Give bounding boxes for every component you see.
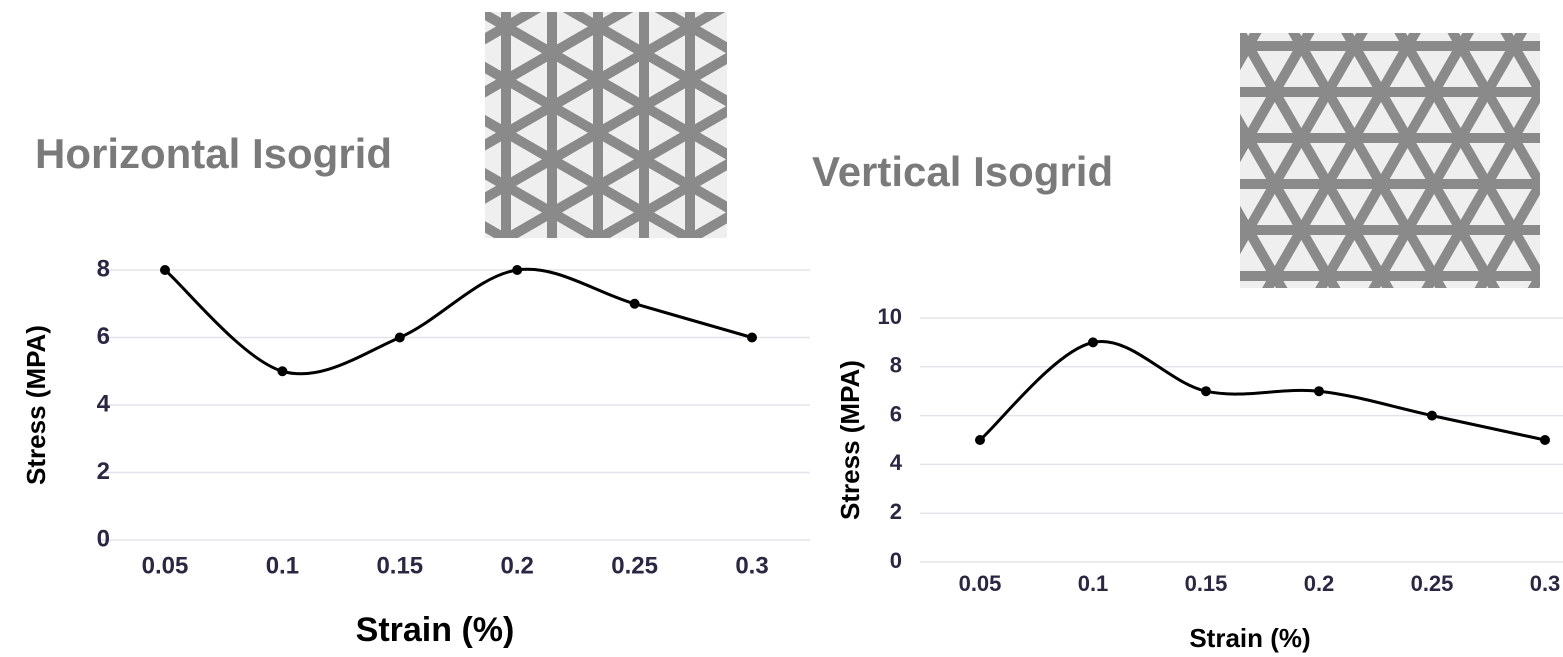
x-tick-label: 0.25 [1411, 571, 1454, 596]
point [1427, 410, 1437, 421]
y-axis-label: Stress (MPA) [21, 325, 51, 485]
point [975, 435, 985, 445]
point [1314, 386, 1324, 397]
isogrid-image [485, 12, 727, 238]
x-tick-label: 0.05 [142, 552, 189, 579]
x-tick-label: 0.3 [1530, 571, 1561, 596]
point [1088, 337, 1098, 348]
point [747, 332, 757, 343]
x-tick-label: 0.3 [735, 552, 768, 579]
isogrid-image [1240, 33, 1540, 288]
y-tick-label: 6 [890, 401, 902, 426]
chart-title: Vertical Isogrid [812, 148, 1113, 195]
y-tick-label: 2 [97, 458, 110, 485]
x-tick-label: 0.1 [266, 552, 299, 579]
x-axis-label: Strain (%) [1189, 623, 1310, 653]
point [512, 265, 523, 275]
y-tick-label: 0 [890, 548, 902, 573]
y-tick-label: 8 [890, 353, 902, 378]
point [160, 265, 170, 275]
x-tick-label: 0.1 [1078, 571, 1109, 596]
point [277, 366, 288, 377]
x-tick-label: 0.15 [1185, 571, 1228, 596]
x-tick-label: 0.15 [376, 552, 423, 579]
point [1201, 386, 1211, 397]
y-tick-label: 6 [97, 323, 110, 350]
point [629, 298, 640, 309]
point [1540, 435, 1550, 445]
y-tick-label: 8 [97, 255, 110, 282]
x-tick-label: 0.05 [959, 571, 1002, 596]
line [979, 340, 1546, 442]
chart-title: Horizontal Isogrid [35, 130, 392, 177]
point [394, 332, 405, 343]
x-tick-label: 0.2 [1304, 571, 1335, 596]
x-tick-label: 0.25 [611, 552, 658, 579]
y-axis-label: Stress (MPA) [835, 360, 865, 520]
y-tick-label: 2 [890, 499, 902, 524]
y-tick-label: 10 [878, 304, 902, 329]
x-tick-label: 0.2 [501, 552, 534, 579]
x-axis-label: Strain (%) [356, 611, 515, 649]
y-tick-label: 4 [890, 450, 903, 475]
y-tick-label: 4 [97, 390, 111, 417]
line [164, 267, 753, 376]
y-tick-label: 0 [97, 525, 110, 552]
